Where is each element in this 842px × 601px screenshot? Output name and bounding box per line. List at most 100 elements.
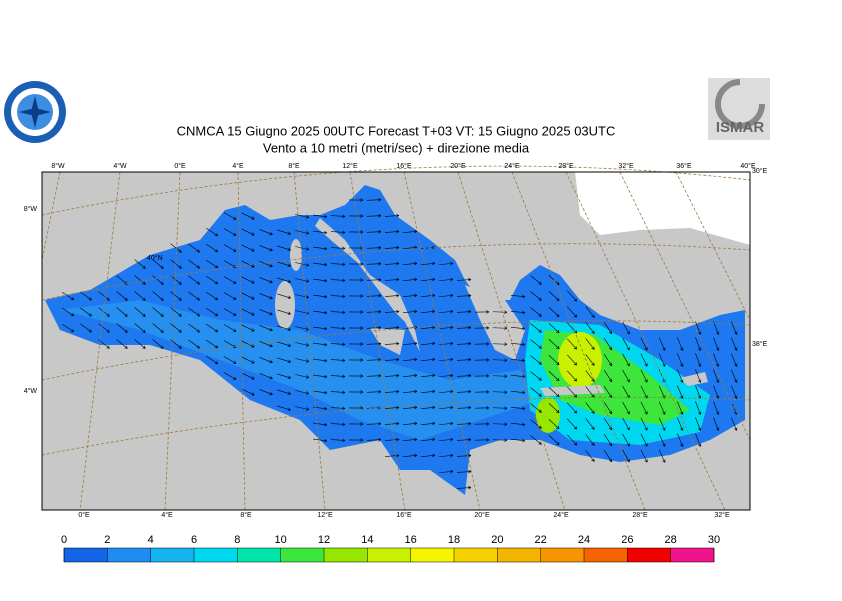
wind-arrow xyxy=(456,470,472,474)
wind-arrow xyxy=(603,402,613,415)
wind-arrow xyxy=(474,342,490,346)
wind-arrow xyxy=(530,275,542,285)
wind-arrow xyxy=(492,358,508,362)
map-frame xyxy=(41,171,751,511)
wind-arrow xyxy=(313,294,328,299)
wind-arrow xyxy=(366,262,382,266)
lon-label: 20°E xyxy=(450,162,466,170)
wind-arrow xyxy=(348,310,364,314)
wind-arrow xyxy=(731,385,738,399)
wind-arrow xyxy=(277,357,291,363)
wind-arrow xyxy=(61,323,75,333)
color-bin xyxy=(194,548,238,562)
lon-label: 4°E xyxy=(232,162,244,170)
wind-arrow xyxy=(713,369,720,383)
wind-arrow xyxy=(188,243,200,253)
lon-label: 24°E xyxy=(553,511,569,519)
wind-arrow xyxy=(313,246,328,251)
wind-arrow xyxy=(456,390,472,394)
wind-arrow xyxy=(241,372,255,380)
wind-arrow xyxy=(348,422,364,426)
wind-arrow xyxy=(603,418,613,431)
wind-arrow xyxy=(170,275,182,285)
wind-arrow xyxy=(511,406,526,411)
lon-label: 28°E xyxy=(558,162,574,170)
wind-arrow xyxy=(421,453,436,458)
wind-arrow xyxy=(421,437,436,442)
wind-arrow xyxy=(622,337,630,351)
lon-label: 4°W xyxy=(113,162,127,170)
wind-arrow xyxy=(492,374,508,378)
wind-arrow xyxy=(548,435,560,446)
wind-arrow xyxy=(330,390,346,395)
wind-arrow xyxy=(384,277,400,282)
wind-arrow xyxy=(80,323,92,333)
wind-arrow xyxy=(603,450,613,463)
wind-arrow xyxy=(295,230,310,235)
wind-arrow xyxy=(492,326,508,330)
wind-arrow xyxy=(403,261,418,266)
wind-arrow xyxy=(366,342,382,346)
wind-arrow xyxy=(134,275,146,285)
colorbar-tick-label: 20 xyxy=(491,534,503,546)
wind-arrow xyxy=(313,438,328,443)
wind-arrow xyxy=(277,389,291,395)
wind-arrow xyxy=(677,369,684,383)
wind-arrow xyxy=(330,294,346,299)
wind-arrow xyxy=(622,321,630,335)
wind-arrow xyxy=(603,354,613,367)
wind-arrow xyxy=(366,230,382,234)
wind-arrow xyxy=(366,246,382,250)
colorbar-tick-label: 16 xyxy=(405,534,417,546)
wind-arrow xyxy=(421,373,436,378)
wind-arrow xyxy=(152,323,164,333)
wind-arrow xyxy=(330,214,346,219)
color-bin xyxy=(280,548,324,562)
colorbar-tick-label: 24 xyxy=(578,534,590,546)
wind-arrow xyxy=(403,229,418,234)
wind-arrow xyxy=(330,406,346,411)
wind-arrow xyxy=(731,337,738,351)
wind-arrow xyxy=(492,310,508,314)
wind-arrow xyxy=(548,323,560,334)
wind-arrow xyxy=(116,339,128,349)
lon-label: 8°W xyxy=(51,162,65,170)
black-sea xyxy=(575,172,750,245)
wind-arrow xyxy=(456,326,472,330)
wind-arrow xyxy=(366,198,382,202)
wind-arrow xyxy=(474,422,490,426)
colorbar-tick-label: 10 xyxy=(275,534,287,546)
wind-arrow xyxy=(439,453,454,458)
wind-arrow xyxy=(170,323,182,333)
wind-arrow xyxy=(295,358,310,363)
wind-arrow xyxy=(295,262,310,267)
wind-arrow xyxy=(567,434,578,446)
colorbar: 0 2 4 6 8 10 12 14 16 18 20 22 24 26 28 30 xyxy=(61,534,720,563)
wind-arrow xyxy=(530,339,542,349)
wind-arrow xyxy=(384,245,400,250)
lon-label: 16°E xyxy=(396,162,412,170)
wind-arrow xyxy=(330,422,346,427)
wind-arrow xyxy=(567,290,578,302)
wind-arrow xyxy=(492,422,508,426)
wind-arrow xyxy=(567,402,578,414)
wind-arrow xyxy=(223,228,237,236)
wind-arrow xyxy=(567,338,578,350)
wind-arrow xyxy=(731,321,738,335)
wind-arrow xyxy=(241,292,255,300)
wind-arrow xyxy=(98,291,110,301)
wind-arrow xyxy=(474,390,490,394)
lon-label: 24°E xyxy=(504,162,520,170)
wind-arrow xyxy=(439,325,454,330)
color-bin xyxy=(324,548,368,562)
wind-arrow xyxy=(384,293,400,298)
wind-arrow xyxy=(530,323,542,333)
lon-label: 32°E xyxy=(618,162,634,170)
wind-arrow xyxy=(622,433,630,447)
colorbar-frame xyxy=(63,547,715,563)
colorbar-tick-label: 14 xyxy=(361,534,373,546)
wind-arrow xyxy=(277,277,291,283)
wind-field xyxy=(536,397,560,433)
wind-arrow xyxy=(622,353,630,367)
wind-arrow xyxy=(403,357,418,362)
